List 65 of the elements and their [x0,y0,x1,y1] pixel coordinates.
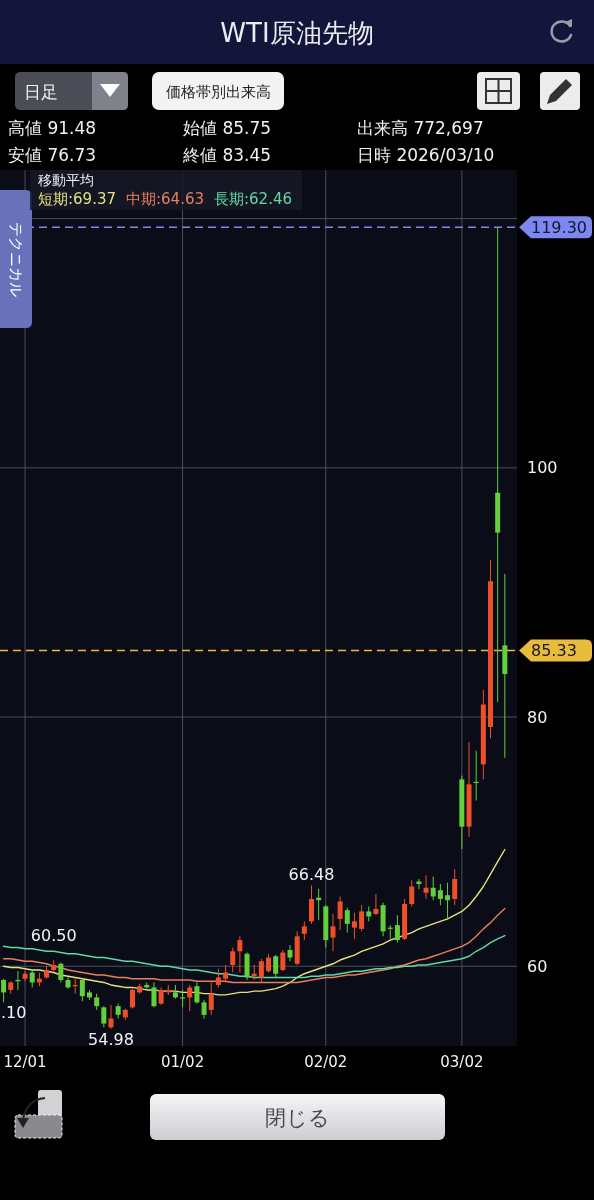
candlestick [344,907,350,934]
candlestick [215,968,221,988]
candlestick [308,885,314,925]
text: 119.30 [531,217,587,237]
candlestick [445,882,451,921]
candlestick [495,226,501,703]
x-tick-label: 12/01 [3,1053,47,1071]
candlestick [1,978,7,1003]
candlestick [258,958,264,983]
candlestick [351,912,357,940]
candlestick [237,935,243,973]
line-series [2,907,506,984]
text: 出来高 772,697 [357,118,484,138]
candlestick [194,981,200,1005]
annotation: 66.48 [288,864,335,884]
text: 閉じる [265,1106,330,1130]
candlestick [58,962,64,983]
candlestick [230,947,236,973]
y-tick-label: 80 [527,707,548,727]
x-tick-label: 03/02 [440,1053,484,1071]
candlestick [244,952,250,981]
candlestick [301,920,307,941]
candlestick [22,970,28,982]
candlestick [129,988,135,1010]
candlestick [101,1005,107,1028]
text: 日時 2026/03/10 [357,145,495,165]
candlestick [359,904,365,932]
x-tick-label: 02/02 [304,1053,348,1071]
annotation: .10 [1,1003,27,1022]
y-tick-label: 60 [527,956,548,976]
candlestick [65,976,71,990]
x-tick-label: 01/02 [160,1053,205,1071]
legend: 移動平均 短期:69.37 中期:64.63 長期:62.46 [30,170,302,210]
text: 85.33 [531,641,577,661]
candlestick [373,893,379,916]
y-tick-label: 100 [527,458,558,478]
candlestick [280,949,286,972]
annotation: 60.50 [30,925,77,945]
text: 始値 85.75 [183,118,272,138]
candlestick [287,944,293,962]
candlestick [337,895,343,931]
candlestick [437,883,443,906]
annotation: テクニカル [7,221,25,297]
candlestick [151,981,157,1008]
candlestick [430,876,436,901]
candlestick [208,981,214,1016]
text: 安値 76.73 [8,145,97,165]
candlestick [108,1004,114,1030]
candlestick [187,984,193,1012]
candlestick [452,868,458,906]
text: 終値 83.45 [182,145,272,165]
candlestick [273,954,279,978]
annotation: 54.98 [88,1029,134,1049]
candlestick [423,874,429,900]
text: 価格帯別出来高 [165,83,271,101]
text: 高値 91.48 [8,118,97,138]
chart-title: WTI原油先物 [220,18,374,48]
legend-title: 移動平均 [38,172,94,188]
text: 日足 [24,82,58,102]
candlestick [409,879,415,907]
candlestick [201,999,207,1020]
candlestick [394,914,400,944]
candlestick [266,953,272,973]
candlestick [330,913,336,952]
candlestick [79,978,85,1002]
